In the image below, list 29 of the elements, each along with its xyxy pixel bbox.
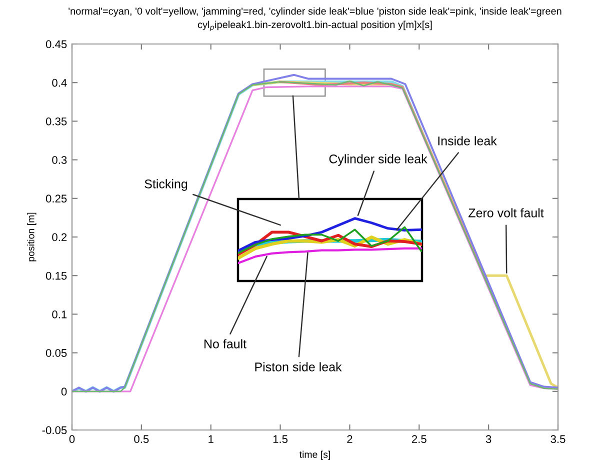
annotation: Piston side leak (255, 362, 342, 372)
y-tick-label: 0.05 (46, 349, 67, 357)
y-tick-label: -0.05 (42, 426, 67, 434)
y-tick-label: 0.25 (46, 194, 67, 203)
y-tick-label: 0.1 (52, 310, 67, 318)
x-tick-label: 1.5 (273, 435, 288, 444)
x-tick-label: 0 (69, 435, 75, 444)
x-tick-label: 2 (347, 435, 352, 443)
y-tick-label: 0.4 (52, 78, 67, 87)
y-tick-label: 0.45 (46, 40, 67, 48)
x-tick-label: 1 (208, 435, 214, 443)
chart-title: 'normal'=cyan, '0 volt'=yellow, 'jamming'=red, 'cylinder side leak'=blue 'piston side leak'=pink, 'inside leak'=green (68, 7, 562, 17)
x-tick-label: 3 (486, 435, 492, 444)
annotation: Cylinder side leak (329, 154, 428, 166)
annotation: Sticking (144, 179, 188, 191)
x-axis-title: time [s] (299, 450, 330, 460)
x-tick-label: 0.5 (134, 435, 149, 444)
annotation: Inside leak (438, 136, 497, 146)
y-tick-label: 0.35 (46, 117, 67, 126)
y-tick-label: 0.2 (52, 233, 67, 242)
annotation: No fault (204, 339, 246, 348)
y-tick-label: 0.15 (46, 272, 67, 280)
chart-subtitle: cyl$_{p}$ipeleak1.bin-zerovolt1.bin-actual position y[m]x[s] (198, 20, 432, 32)
y-axis-title: position [m] (27, 212, 36, 262)
y-tick-label: 0.3 (52, 156, 67, 164)
x-tick-label: 3.5 (550, 435, 566, 444)
annotation: Zero volt fault (468, 208, 544, 218)
y-tick-label: 0 (61, 388, 67, 396)
x-tick-label: 2.5 (412, 435, 426, 444)
